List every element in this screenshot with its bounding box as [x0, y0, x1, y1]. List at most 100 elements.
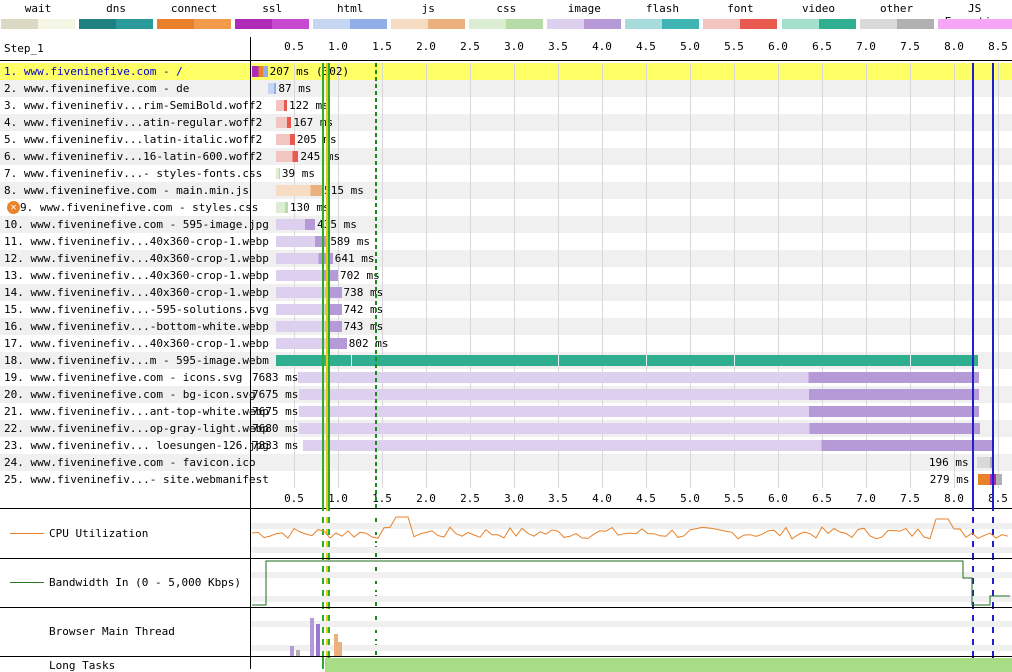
legend-item-other: other [859, 0, 934, 32]
request-bar [276, 338, 347, 349]
legend-item-connect: connect [157, 0, 232, 32]
tick-label: 4.0 [592, 40, 612, 53]
tick-label: 2.5 [460, 492, 480, 505]
grid-line [470, 63, 471, 488]
first-paint-line [328, 63, 331, 669]
grid-line [910, 63, 911, 488]
tick-label: 5.5 [724, 492, 744, 505]
legend-swatch [469, 19, 544, 29]
request-bar [276, 236, 329, 247]
legend-label: video [801, 2, 836, 15]
main-thread-activity [290, 646, 294, 656]
bandwidth-label: Bandwidth In (0 - 5,000 Kbps) [49, 576, 242, 589]
request-duration: 802 ms [348, 337, 389, 350]
grid-line [646, 63, 647, 488]
row-background [0, 165, 1012, 182]
tick-label: 3.5 [548, 492, 568, 505]
request-duration: 7675 ms [252, 388, 299, 401]
panel-stripe [251, 560, 1012, 566]
request-label: 1. www.fiveninefive.com - / [4, 65, 183, 78]
grid-line [558, 63, 559, 488]
request-label: 4. www.fiveninefiv...atin-regular.woff2 [4, 116, 263, 129]
panel-stripe [251, 596, 1012, 602]
request-label: 16. www.fiveninefiv...-bottom-white.webp [4, 320, 269, 333]
tick-label: 5.0 [680, 492, 700, 505]
request-bar [276, 134, 295, 145]
request-label: 8. www.fiveninefive.com - main.min.js [4, 184, 250, 197]
start-render-line [322, 63, 325, 669]
row-background [0, 471, 1012, 488]
error-icon: ✕ [7, 201, 20, 214]
legend-swatch [391, 19, 466, 29]
panel-stripe [251, 621, 1012, 627]
tick-label: 4.0 [592, 492, 612, 505]
grid-line [734, 63, 735, 488]
tick-label: 0.5 [284, 40, 304, 53]
tick-label: 8.0 [944, 492, 964, 505]
grid-line [426, 63, 427, 488]
request-duration: 7680 ms [252, 422, 299, 435]
panel-stripe [251, 535, 1012, 541]
step-label: Step_1 [4, 42, 44, 55]
grid-line [822, 63, 823, 488]
request-label: 13. www.fiveninefiv...40x360-crop-1.webp [4, 269, 269, 282]
grid-line [954, 63, 955, 488]
row-background [0, 318, 1012, 335]
tick-label: 4.5 [636, 40, 656, 53]
request-duration: 742 ms [343, 303, 384, 316]
row-background [0, 233, 1012, 250]
panel-separator [0, 607, 1012, 608]
fully-loaded-line [991, 63, 994, 669]
request-duration: 738 ms [343, 286, 384, 299]
legend-swatch [625, 19, 700, 29]
panel-separator [0, 656, 1012, 657]
request-duration: 589 ms [330, 235, 371, 248]
legend-item-ssl: ssl [235, 0, 310, 32]
legend-label: js [421, 2, 435, 15]
request-bar [276, 287, 342, 298]
legend-label: font [727, 2, 754, 15]
tick-label: 6.0 [768, 492, 788, 505]
request-bar [276, 202, 288, 213]
video-segment-divider [910, 355, 911, 366]
legend-label: other [879, 2, 914, 15]
tick-label: 1.0 [328, 40, 348, 53]
request-bar [977, 474, 1003, 485]
dom-content-loaded-line [325, 63, 328, 669]
waterfall-chart: Step_1 0.5 0.5 1.0 1.0 1.5 1.5 2.0 2.0 2.5 2.5 3.0… [0, 37, 1012, 672]
main-thread-label: Browser Main Thread [49, 625, 175, 638]
legend: wait dns connect ssl html js css image flash font… [0, 0, 1012, 32]
row-background [0, 114, 1012, 131]
request-duration: 122 ms [288, 99, 329, 112]
row-background [0, 250, 1012, 267]
request-bar [276, 355, 978, 366]
row-background [0, 335, 1012, 352]
legend-label: ssl [262, 2, 283, 15]
row-background [0, 131, 1012, 148]
main-thread-activity [316, 624, 320, 656]
request-bar [299, 389, 979, 400]
legend-label: image [567, 2, 601, 15]
request-bar [276, 270, 338, 281]
grid-line [338, 63, 339, 488]
request-label: 22. www.fiveninefiv...op-gray-light.webp [4, 422, 269, 435]
request-label: 3. www.fiveninefiv...rim-SemiBold.woff2 [4, 99, 263, 112]
request-label: 14. www.fiveninefiv...40x360-crop-1.webp [4, 286, 269, 299]
legend-swatch [79, 19, 154, 29]
request-label: 2. www.fiveninefive.com - de [4, 82, 190, 95]
request-duration: 130 ms [289, 201, 330, 214]
request-duration: 279 ms [929, 473, 970, 486]
request-label: 5. www.fiveninefiv...latin-italic.woff2 [4, 133, 263, 146]
request-bar [299, 423, 980, 434]
legend-swatch [781, 19, 856, 29]
tick-label: 6.5 [812, 40, 832, 53]
request-label: 25. www.fiveninefiv...- site.webmanifest [4, 473, 269, 486]
request-duration: 7675 ms [252, 405, 299, 418]
row-background [0, 301, 1012, 318]
video-segment-divider [734, 355, 735, 366]
request-label: 11. www.fiveninefiv...40x360-crop-1.webp [4, 235, 269, 248]
main-thread-activity [310, 618, 314, 656]
tick-label: 7.5 [900, 492, 920, 505]
grid-line [690, 63, 691, 488]
request-duration: 39 ms [281, 167, 316, 180]
